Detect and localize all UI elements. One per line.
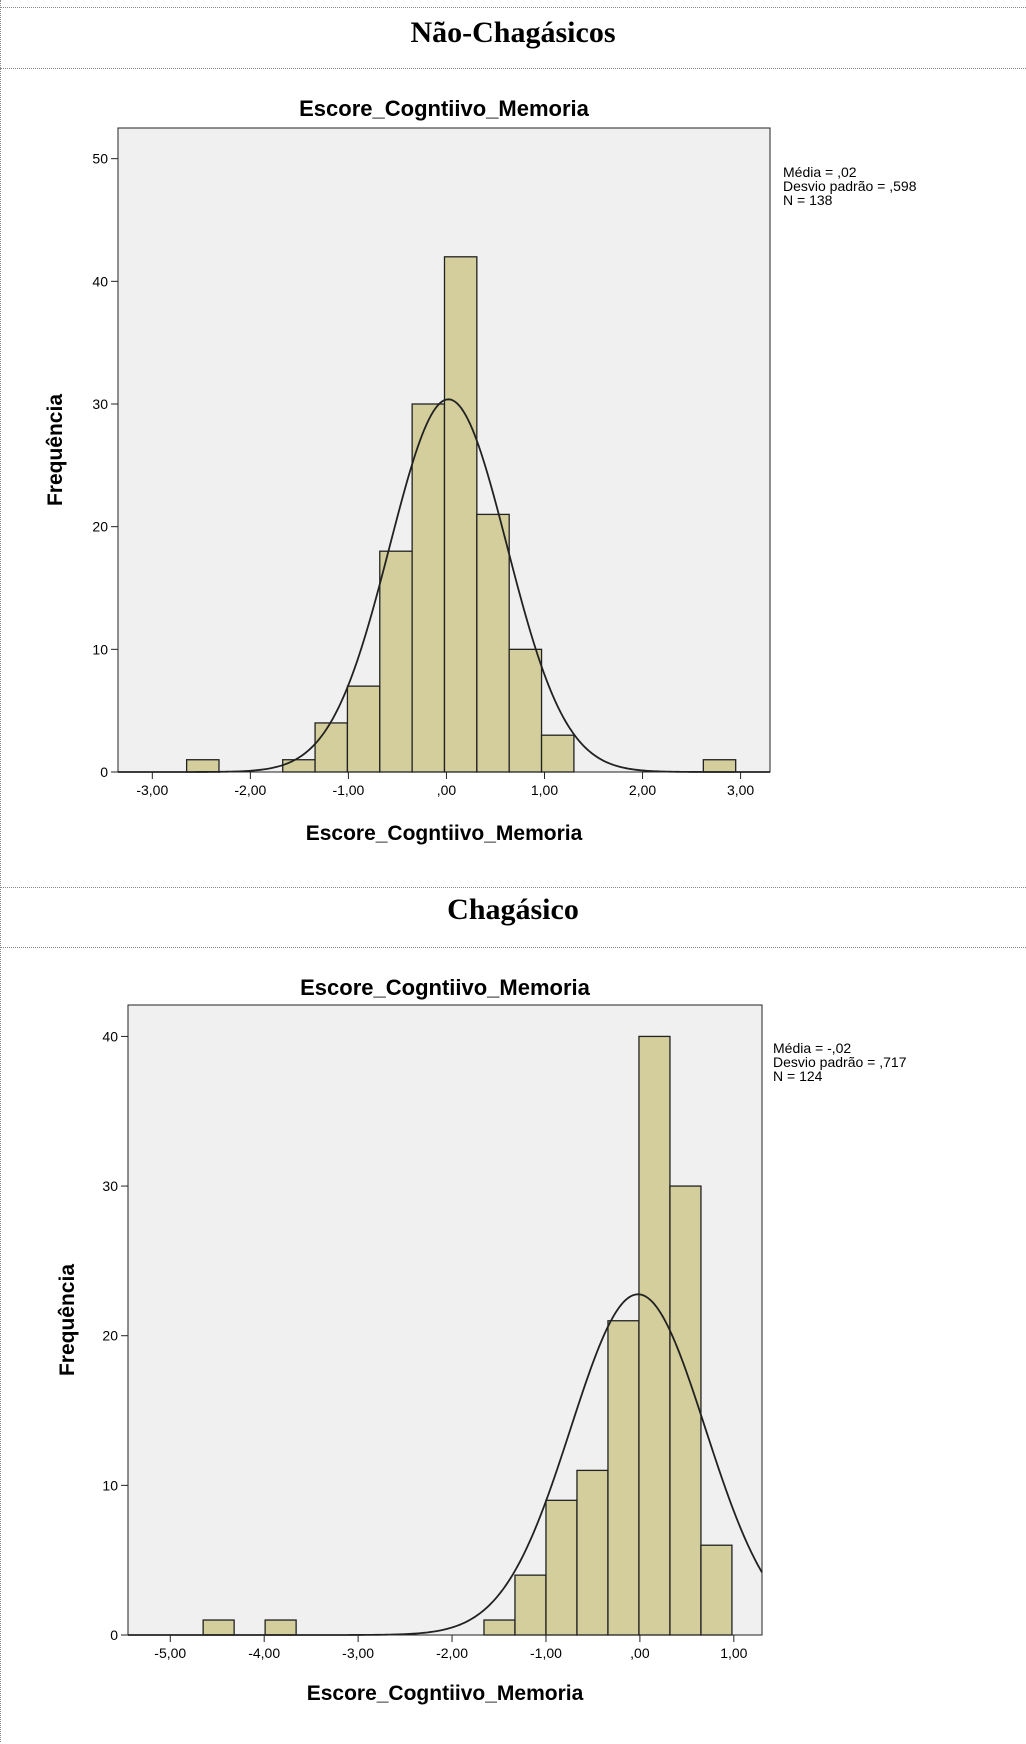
divider xyxy=(0,887,1026,888)
x-tick-label: 1,00 xyxy=(531,782,558,798)
stats-line: N = 124 xyxy=(773,1068,823,1084)
histogram-bar xyxy=(443,256,478,773)
histogram-nao-chagasicos: 0 10 20 30 40 50 -3,00 -2,00 -1,00 ,00 1,00 2,00 3,0… xyxy=(44,96,917,845)
normal-curve xyxy=(118,398,770,773)
histogram-bar xyxy=(638,1035,671,1636)
y-tick-label: 10 xyxy=(92,641,108,657)
stats-line: Média = -,02 xyxy=(773,1040,851,1056)
section-header-1: Não-Chagásicos xyxy=(410,16,616,49)
histogram-bar xyxy=(700,1544,733,1636)
x-tick-label: ,00 xyxy=(630,1645,650,1661)
histogram-bar xyxy=(545,1499,578,1636)
x-axis-label: Escore_Cogntiivo_Memoria xyxy=(306,822,583,845)
x-tick-label: -2,00 xyxy=(436,1645,468,1661)
x-tick-label: -5,00 xyxy=(154,1645,186,1661)
histogram-bar xyxy=(314,722,349,773)
divider xyxy=(0,7,1026,8)
stats-line: Desvio padrão = ,717 xyxy=(773,1054,907,1070)
histogram-bar xyxy=(282,759,316,773)
normal-curve xyxy=(128,1293,763,1636)
x-axis-label: Escore_Cogntiivo_Memoria xyxy=(307,1682,584,1705)
histogram-bar xyxy=(411,403,446,773)
histogram-bar xyxy=(264,1619,297,1636)
y-tick-label: 50 xyxy=(92,151,108,167)
y-tick-label: 40 xyxy=(102,1028,118,1044)
histogram-bar xyxy=(202,1619,235,1636)
histogram-chagasico: 0 10 20 30 40 -5,00 -4,00 -3,00 -2,00 -1,00 ,00 1,0… xyxy=(56,975,907,1705)
chart-title: Escore_Cogntiivo_Memoria xyxy=(299,96,590,121)
x-tick-label: -3,00 xyxy=(342,1645,374,1661)
histogram-bar xyxy=(669,1185,702,1636)
y-tick-label: 30 xyxy=(102,1178,118,1194)
divider xyxy=(0,947,1026,948)
chart-title: Escore_Cogntiivo_Memoria xyxy=(300,975,591,1000)
histogram-bar xyxy=(346,685,381,773)
histogram-bar xyxy=(607,1320,640,1636)
x-tick-label: -2,00 xyxy=(234,782,266,798)
x-tick-label: 3,00 xyxy=(727,782,754,798)
histogram-bar xyxy=(508,648,543,773)
histogram-bar xyxy=(576,1469,609,1636)
y-tick-label: 0 xyxy=(110,1627,118,1643)
x-tick-label: -4,00 xyxy=(248,1645,280,1661)
histogram-bar xyxy=(514,1574,547,1636)
x-tick-label: -1,00 xyxy=(332,782,364,798)
stats-line: Desvio padrão = ,598 xyxy=(783,178,917,194)
stats-line: N = 138 xyxy=(783,192,833,208)
y-axis-label: Frequência xyxy=(44,394,67,506)
histogram-bar xyxy=(379,550,413,773)
y-tick-label: 40 xyxy=(92,273,108,289)
histogram-bar xyxy=(483,1619,516,1636)
histogram-bar xyxy=(185,759,220,773)
y-tick-label: 0 xyxy=(100,764,108,780)
histogram-bar xyxy=(540,734,575,773)
y-tick-label: 10 xyxy=(102,1477,118,1493)
x-tick-label: -1,00 xyxy=(530,1645,562,1661)
section-header-2: Chagásico xyxy=(447,893,579,926)
y-axis-label: Frequência xyxy=(56,1264,79,1376)
histogram-bar xyxy=(476,513,510,773)
x-tick-label: 1,00 xyxy=(720,1645,747,1661)
histogram-bar xyxy=(702,759,737,773)
divider xyxy=(0,68,1026,69)
y-tick-label: 30 xyxy=(92,396,108,412)
x-tick-label: -3,00 xyxy=(136,782,168,798)
stats-line: Média = ,02 xyxy=(783,164,857,180)
x-tick-label: 2,00 xyxy=(629,782,656,798)
y-tick-label: 20 xyxy=(92,519,108,535)
y-tick-label: 20 xyxy=(102,1328,118,1344)
x-tick-label: ,00 xyxy=(437,782,457,798)
